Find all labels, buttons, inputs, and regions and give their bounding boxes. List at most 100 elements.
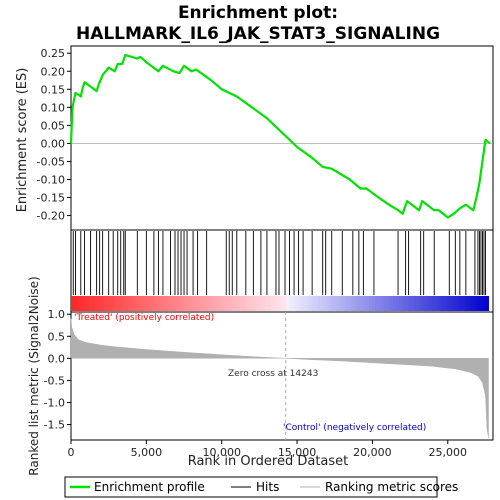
es-y-tick-label: 0.25 <box>41 47 66 60</box>
color-bar-segment <box>142 296 147 311</box>
color-bar-segment <box>103 296 108 311</box>
color-bar-segment <box>172 296 176 311</box>
color-bar-segment <box>396 296 400 311</box>
color-bar-segment <box>166 296 170 311</box>
es-y-tick-label: -0.05 <box>37 155 65 168</box>
x-ticks: 0 5,000 10,000 15,000 20,000 25,000 <box>68 440 468 459</box>
color-bar-segment <box>178 296 182 311</box>
chart-title-line2: HALLMARK_IL6_JAK_STAT3_SIGNALING <box>76 24 440 44</box>
color-bar-segment <box>407 296 412 311</box>
color-bar-segment <box>199 296 203 311</box>
es-y-tick-label: 0.00 <box>41 137 66 150</box>
color-bar-segment <box>458 296 463 311</box>
color-bar-segment <box>485 296 489 311</box>
metric-y-tick-label: -1.0 <box>44 396 65 409</box>
color-bar-segment <box>461 296 466 311</box>
x-axis-label: Rank in Ordered Dataset <box>188 454 349 469</box>
rank-color-bar <box>71 296 489 311</box>
color-bar-segment <box>79 296 84 311</box>
color-bar-segment <box>264 296 269 311</box>
color-bar-segment <box>410 296 415 311</box>
color-bar-segment <box>181 296 185 311</box>
es-y-ticks: 0.25 0.20 0.15 0.10 0.05 0.00 -0.05 -0.10 -0.15 -… <box>37 47 71 223</box>
color-bar-segment <box>437 296 442 311</box>
color-bar-segment <box>91 296 96 311</box>
color-bar-segment <box>193 296 197 311</box>
color-bar-segment <box>145 296 150 311</box>
color-bar-segment <box>321 296 325 311</box>
es-y-tick-label: -0.20 <box>37 210 65 223</box>
x-tick-label: 25,000 <box>429 446 468 459</box>
metric-y-ticks: 1.0 0.5 0.0 -0.5 -1.0 -1.5 <box>44 308 71 432</box>
color-bar-segment <box>372 296 376 311</box>
color-bar-segment <box>294 296 299 311</box>
color-bar-segment <box>393 296 397 311</box>
color-bar-segment <box>169 296 173 311</box>
color-bar-segment <box>291 296 296 311</box>
color-bar-segment <box>252 296 257 311</box>
color-bar-segment <box>297 296 302 311</box>
metric-y-tick-label: -0.5 <box>44 374 65 387</box>
color-bar-segment <box>223 296 227 311</box>
color-bar-segment <box>237 296 242 311</box>
color-bar-segment <box>136 296 141 311</box>
color-bar-segment <box>124 296 129 311</box>
color-bar-segment <box>378 296 382 311</box>
color-bar-segment <box>94 296 99 311</box>
color-bar-segment <box>133 296 138 311</box>
treated-label: 'Treated' (positively correlated) <box>74 313 214 323</box>
color-bar-segment <box>348 296 352 311</box>
color-bar-segment <box>211 296 215 311</box>
x-tick-label: 10,000 <box>202 446 241 459</box>
color-bar-segment <box>109 296 114 311</box>
color-bar-segment <box>309 296 314 311</box>
color-bar-segment <box>214 296 218 311</box>
color-bar-segment <box>443 296 448 311</box>
metric-y-tick-label: 0.0 <box>48 352 66 365</box>
color-bar-segment <box>375 296 379 311</box>
color-bar-segment <box>327 296 331 311</box>
enrichment-profile-series <box>69 53 491 219</box>
color-bar-segment <box>387 296 391 311</box>
color-bar-segment <box>467 296 472 311</box>
color-bar-segment <box>336 296 340 311</box>
color-bar-segment <box>118 296 123 311</box>
color-bar-segment <box>106 296 111 311</box>
color-bar-segment <box>97 296 102 311</box>
color-bar-segment <box>190 296 194 311</box>
es-y-tick-label: -0.15 <box>37 192 65 205</box>
color-bar-segment <box>422 296 427 311</box>
color-bar-segment <box>235 296 239 311</box>
color-bar-segment <box>479 296 484 311</box>
color-bar-segment <box>440 296 445 311</box>
color-bar-segment <box>151 296 155 311</box>
color-bar-segment <box>360 296 364 311</box>
es-y-axis-label: Enrichment score (ES) <box>15 68 30 213</box>
color-bar-segment <box>419 296 424 311</box>
es-panel-frame <box>70 45 494 231</box>
color-bar-segment <box>85 296 90 311</box>
chart-title-line1: Enrichment plot: <box>178 3 338 23</box>
hits-series <box>72 231 486 295</box>
x-tick-label: 20,000 <box>353 446 392 459</box>
color-bar-segment <box>470 296 475 311</box>
color-bar-segment <box>187 296 191 311</box>
color-bar-segment <box>452 296 457 311</box>
color-bar-segment <box>285 296 290 311</box>
legend-metric-label: Ranking metric scores <box>325 480 458 494</box>
color-bar-segment <box>402 296 406 311</box>
color-bar-segment <box>425 296 430 311</box>
color-bar-segment <box>276 296 281 311</box>
zero-cross-label: Zero cross at 14243 <box>228 369 318 379</box>
color-bar-segment <box>115 296 120 311</box>
color-bar-segment <box>473 296 478 311</box>
color-bar-segment <box>76 296 81 311</box>
color-bar-segment <box>366 296 370 311</box>
color-bar-segment <box>279 296 284 311</box>
color-bar-segment <box>261 296 266 311</box>
color-bar-segment <box>273 296 278 311</box>
color-bar-segment <box>243 296 248 311</box>
color-bar-segment <box>267 296 272 311</box>
color-bar-segment <box>73 296 78 311</box>
color-bar-segment <box>434 296 439 311</box>
